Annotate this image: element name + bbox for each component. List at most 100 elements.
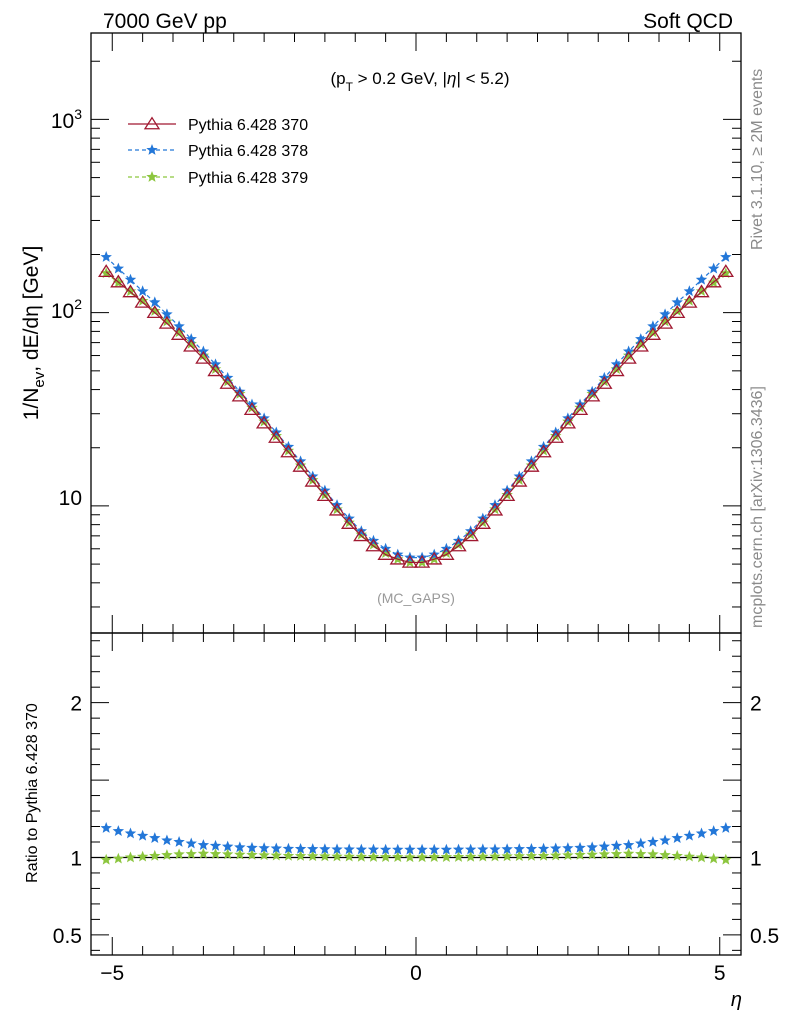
ratio-point-star [610,839,623,851]
ratio-point-star [562,849,574,861]
ratio-point-star [525,842,538,854]
ratio-point-star [671,832,683,843]
data-point-star [173,320,185,332]
ratio-point-star [416,843,428,855]
ratio-point-star [319,843,331,855]
data-point-star [550,430,562,441]
ratio-point-star [550,849,562,861]
data-point-star [695,273,708,285]
analysis-watermark: (MC_GAPS) [377,590,455,606]
legend-marker-star [146,171,158,182]
ratio-point-star [537,842,550,854]
data-point-triangle [717,264,734,278]
data-point-star [683,285,696,297]
ratio-series-group [91,822,741,865]
data-point-star [185,337,197,349]
data-point-triangle [413,554,431,568]
ratio-point-star [452,843,465,855]
ratio-point-star [489,850,501,862]
data-point-star [440,547,453,558]
data-point-star [695,285,708,297]
legend-label: Pythia 6.428 370 [188,117,308,134]
data-point-triangle [110,274,127,288]
legend: Pythia 6.428 370 Pythia 6.428 378 Pythia 6… [128,116,308,187]
ratio-point-star [428,851,440,863]
ratio-point-star [707,825,720,837]
data-point-star [707,262,720,274]
data-point-triangle [547,429,564,443]
ratio-point-star [173,835,185,847]
y-tick-label-100: 102 [51,296,82,323]
ratio-point-star [720,822,732,833]
ratio-point-star [185,837,197,849]
data-point-star [282,444,295,456]
data-point-star [307,474,319,485]
ratio-point-star [707,852,720,864]
ratio-point-star [392,851,404,863]
ratio-point-star [610,848,623,859]
ratio-point-star [367,843,380,855]
data-point-star [659,315,671,327]
ratio-point-star [197,847,210,859]
ratio-point-star [635,837,647,849]
ratio-point-star [331,843,343,855]
ratio-plot-frame [90,632,742,956]
data-point-star [720,251,732,262]
data-point-star [149,305,161,316]
ratio-point-star [149,849,161,861]
ratio-point-star [234,841,246,853]
data-point-star [452,538,465,550]
ratio-point-star [185,848,197,859]
data-point-triangle [219,375,236,389]
x-tick-label: 0 [410,962,422,985]
y-tick-label-10: 10 [59,487,82,510]
data-point-triangle [207,363,224,377]
ratio-point-star [683,829,696,841]
ratio-point-star [173,848,185,860]
ratio-point-star [598,848,611,860]
ratio-point-star [282,842,295,854]
ratio-y-tick-label: 2 [70,693,82,716]
ratio-point-star [574,848,586,860]
data-point-triangle [170,327,188,340]
ratio-y-tick-label: 0.5 [53,925,82,948]
ratio-point-star [586,841,598,853]
ratio-point-star [270,842,282,854]
data-point-triangle [280,444,297,458]
ratio-point-star [343,843,355,855]
ratio-point-star [209,848,222,859]
data-point-star [161,308,173,320]
data-point-star [477,516,489,528]
ratio-point-star [221,848,234,860]
data-point-star [574,401,586,413]
ratio-point-star [477,850,489,862]
data-point-triangle [195,350,212,364]
data-point-star [720,267,732,279]
ratio-point-star [246,841,258,853]
ratio-point-star [404,843,416,855]
data-point-star [379,547,392,558]
data-point-triangle [328,502,346,516]
ratio-point-star [392,843,404,855]
data-point-star [598,375,611,387]
main-axis-ticks [91,33,741,633]
ratio-point-star [319,850,331,862]
ratio-point-star [586,848,598,860]
ratio-panel: 0.5 0.5 1 1 2 2 −5 0 5 Ratio to Pythia 6.428 370… [24,632,779,1011]
data-point-star [136,285,149,297]
data-point-triangle [620,350,637,364]
data-point-triangle [693,284,710,298]
data-point-star [343,516,355,528]
data-point-star [161,315,173,327]
data-point-star [112,262,125,274]
ratio-point-star [100,822,112,833]
data-point-star [464,528,477,540]
data-point-star [100,251,112,262]
ratio-point-star [270,849,282,861]
ratio-point-star [671,849,683,861]
data-point-triangle [571,402,589,415]
ratio-point-star [112,825,125,837]
data-point-star [197,349,210,361]
ratio-point-star [124,827,137,839]
